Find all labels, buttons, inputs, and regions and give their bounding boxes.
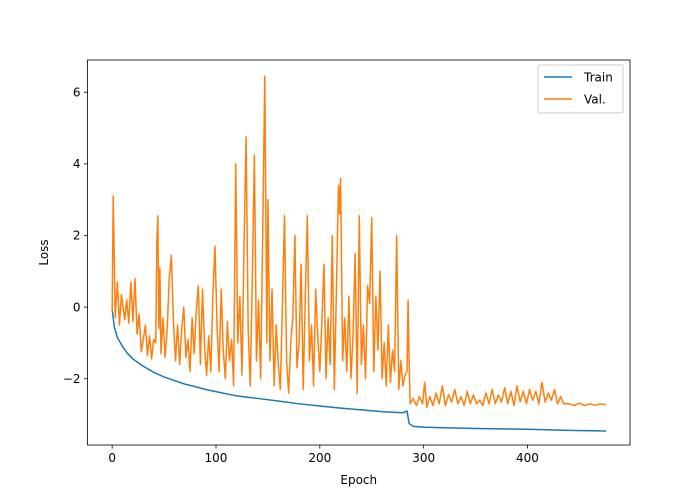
series-line-train: [111, 308, 607, 432]
y-axis: −2 0 2 4 6: [63, 85, 88, 386]
x-tick-label: 200: [308, 451, 331, 465]
series-line-val: [111, 75, 607, 409]
series-layer: [111, 75, 607, 432]
x-tick-label: 0: [108, 451, 116, 465]
plot-frame: [87, 59, 631, 446]
legend-label-train: Train: [583, 71, 613, 85]
x-tick-label: 300: [412, 451, 435, 465]
y-tick-label: 2: [73, 229, 81, 243]
y-axis-label: Loss: [37, 239, 51, 265]
y-tick-label: −2: [63, 372, 81, 386]
x-tick-label: 100: [205, 451, 228, 465]
y-tick-label: 6: [73, 85, 81, 99]
x-axis-label: Epoch: [340, 473, 377, 487]
y-tick-label: 4: [73, 157, 81, 171]
legend: Train Val.: [537, 64, 624, 114]
x-tick-label: 400: [516, 451, 539, 465]
y-tick-label: 0: [73, 300, 81, 314]
legend-label-val: Val.: [584, 93, 606, 107]
x-axis: 0 100 200 300 400: [108, 445, 539, 465]
